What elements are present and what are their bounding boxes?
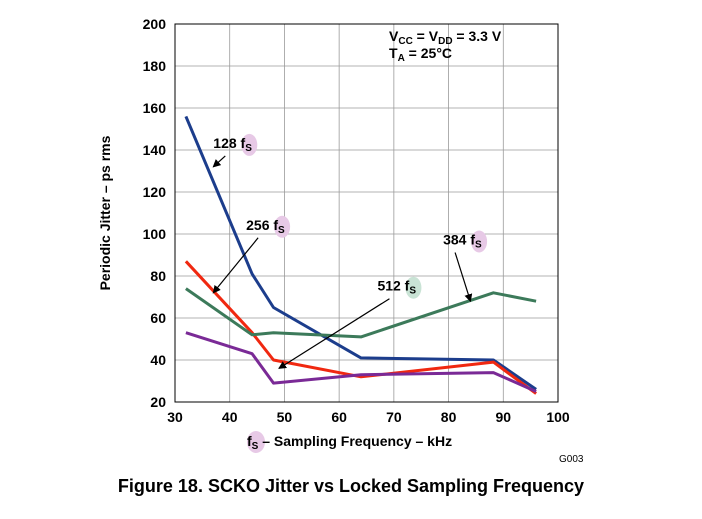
y-tick-labels: 20 40 60 80 100 120 140 160 180 200 xyxy=(143,16,167,410)
x-tick-label-90: 90 xyxy=(495,409,511,425)
x-tick-label-40: 40 xyxy=(222,409,238,425)
y-tick-label-160: 160 xyxy=(143,100,167,116)
annotation-highlight-512-fs xyxy=(405,276,422,299)
figure-code: G003 xyxy=(559,454,584,465)
y-axis-label: Periodic Jitter – ps rms xyxy=(97,135,113,290)
series-line-384-fs xyxy=(185,287,537,339)
annotation-arrow-128-fs xyxy=(212,155,226,168)
x-tick-label-70: 70 xyxy=(386,409,402,425)
grid-lines xyxy=(174,23,559,403)
fs-highlight xyxy=(247,431,265,453)
condition-vcc: VCC = VDD = 3.3 V xyxy=(389,28,502,47)
annotation-highlight-256-fs xyxy=(274,215,291,238)
figure-caption: Figure 18. SCKO Jitter vs Locked Samplin… xyxy=(117,476,585,496)
series-line-512-fs xyxy=(185,331,537,393)
annotation-highlight-384-fs xyxy=(471,230,488,253)
annotation-label-256-fs: 256 fS xyxy=(246,217,285,236)
x-tick-labels: 30 40 50 60 70 80 90 100 xyxy=(167,409,570,425)
annotation-arrow-384-fs xyxy=(454,252,473,303)
x-tick-label-30: 30 xyxy=(167,409,183,425)
annotation-label-128-fs: 128 fS xyxy=(213,135,252,154)
series-line-256-fs xyxy=(184,260,537,395)
annotation-label-512-fs: 512 fS xyxy=(377,278,416,297)
y-tick-label-60: 60 xyxy=(150,310,166,326)
y-tick-label-140: 140 xyxy=(143,142,167,158)
series-group xyxy=(184,115,537,395)
annotation-arrow-256-fs xyxy=(212,237,259,294)
y-tick-label-80: 80 xyxy=(150,268,166,284)
y-tick-label-100: 100 xyxy=(143,226,167,242)
annotation-label-384-fs: 384 fS xyxy=(443,232,482,251)
x-tick-label-50: 50 xyxy=(277,409,293,425)
condition-ta: TA = 25°C xyxy=(389,45,452,64)
annotations-group: 128 fS 256 fS 384 fS 512 fS xyxy=(212,133,488,369)
y-tick-label-180: 180 xyxy=(143,58,167,74)
x-axis-label: fS – Sampling Frequency – kHz xyxy=(247,431,452,453)
x-tick-label-80: 80 xyxy=(441,409,457,425)
x-tick-label-100: 100 xyxy=(546,409,570,425)
svg-text:fS – Sampling Frequency – kHz: fS – Sampling Frequency – kHz xyxy=(247,433,452,452)
annotation-arrow-512-fs xyxy=(278,298,390,369)
y-tick-label-200: 200 xyxy=(143,16,167,32)
series-line-128-fs xyxy=(184,115,537,391)
y-tick-label-20: 20 xyxy=(150,394,166,410)
plot-frame xyxy=(174,23,559,403)
annotation-highlight-128-fs xyxy=(241,133,258,156)
y-tick-label-40: 40 xyxy=(150,352,166,368)
line-chart: 30 40 50 60 70 80 90 100 20 40 60 80 100 120 140 160 18… xyxy=(97,16,584,465)
y-tick-label-120: 120 xyxy=(143,184,167,200)
x-tick-label-60: 60 xyxy=(331,409,347,425)
